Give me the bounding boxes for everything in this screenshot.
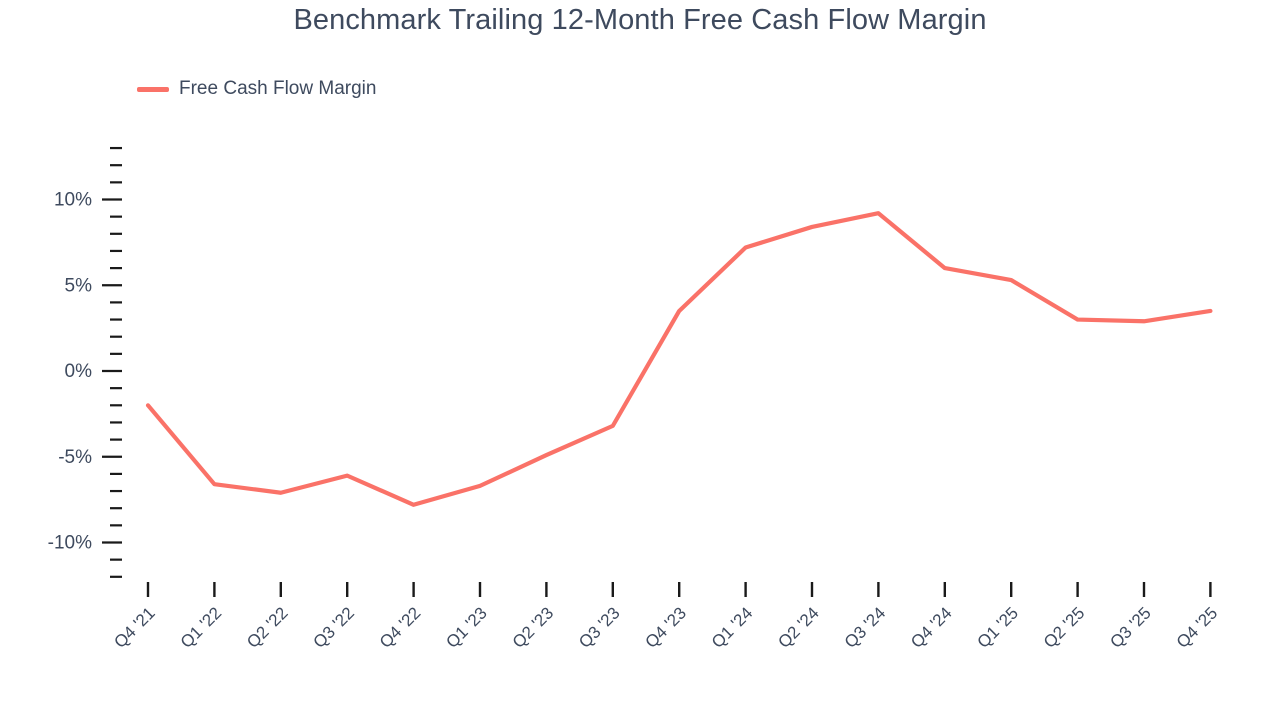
x-axis-tick-label: Q3 '24 (841, 603, 889, 651)
x-axis-tick-label: Q1 '24 (708, 603, 756, 651)
x-axis-tick-label: Q4 '21 (110, 603, 158, 651)
y-axis-tick-label: 5% (65, 275, 93, 296)
chart-legend: Free Cash Flow Margin (137, 78, 376, 100)
x-axis-tick-label: Q1 '23 (442, 603, 490, 651)
x-axis-ticks (146, 582, 1212, 597)
x-axis-tick-label: Q4 '25 (1173, 603, 1221, 651)
x-axis-tick-label: Q3 '23 (575, 603, 623, 651)
x-axis-tick-label: Q4 '23 (642, 603, 690, 651)
x-axis-tick-label: Q1 '22 (177, 603, 225, 651)
y-axis-tick-label: -5% (58, 447, 92, 468)
y-axis-minor-ticks (110, 146, 122, 578)
series-free-cash-flow-margin (145, 211, 1213, 507)
series-line-free-cash-flow-margin (145, 211, 1213, 507)
y-axis-major-ticks (102, 198, 122, 544)
x-axis-tick-label: Q4 '24 (907, 603, 955, 651)
x-axis-tick-label: Q4 '22 (376, 603, 424, 651)
x-axis-tick-label: Q2 '22 (243, 603, 291, 651)
legend-label-free-cash-flow-margin: Free Cash Flow Margin (179, 78, 377, 99)
x-axis-tick-label: Q2 '23 (509, 603, 557, 651)
x-axis-tick-label: Q3 '25 (1106, 603, 1154, 651)
x-axis-tick-label: Q3 '22 (310, 603, 358, 651)
x-axis-tick-label: Q1 '25 (974, 603, 1022, 651)
x-axis-tick-label: Q2 '24 (774, 603, 822, 651)
x-axis-tick-labels: Q4 '21 Q1 '22 Q2 '22 Q3 '22 Q4 '22 Q1 '23 Q2 '… (110, 603, 1221, 651)
y-axis-tick-labels: 10% 5% 0% -5% -10% (48, 190, 92, 554)
legend-line-swatch (137, 86, 169, 92)
y-axis-tick-label: -10% (48, 533, 92, 554)
y-axis-tick-label: 0% (65, 361, 93, 382)
chart-title: Benchmark Trailing 12-Month Free Cash Fl… (293, 4, 987, 36)
x-axis-tick-label: Q2 '25 (1040, 603, 1088, 651)
y-axis-tick-label: 10% (54, 190, 92, 211)
